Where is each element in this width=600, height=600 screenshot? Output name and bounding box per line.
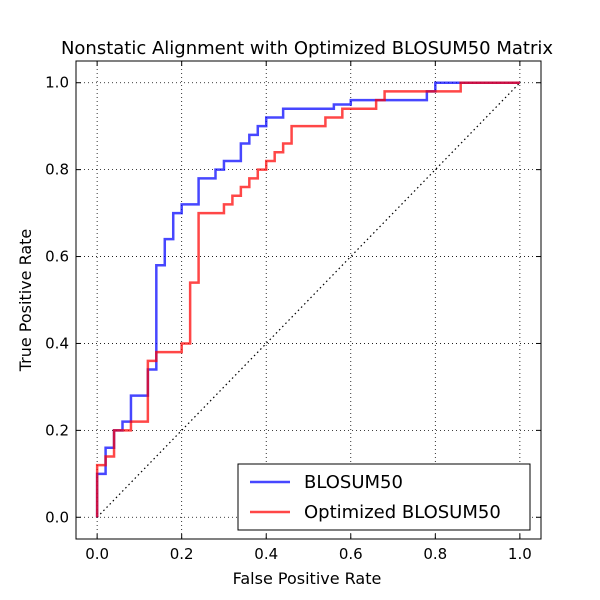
legend-label-0: BLOSUM50 [304, 472, 403, 493]
legend-box [237, 463, 531, 531]
x-tick-label: 0.4 [254, 545, 278, 563]
y-axis-label: True Positive Rate [16, 229, 35, 373]
series-line-0 [95, 81, 520, 518]
y-tick-label: 0.0 [45, 508, 69, 526]
chance-diagonal [96, 82, 521, 518]
diagonal-line [96, 82, 521, 518]
chart-title: Nonstatic Alignment with Optimized BLOSU… [61, 38, 553, 59]
y-tick-label: 0.2 [45, 421, 69, 439]
y-tick-label: 1.0 [45, 74, 69, 92]
legend: BLOSUM50 Optimized BLOSUM50 [237, 463, 531, 531]
x-tick-label: 0.2 [170, 545, 194, 563]
x-tick-label: 0.6 [339, 545, 363, 563]
x-tick-label: 1.0 [508, 545, 532, 563]
series-line-1 [95, 81, 520, 518]
x-tick-label: 0.8 [423, 545, 447, 563]
plot-area [76, 61, 541, 539]
series-lines [95, 81, 520, 518]
y-tick-label: 0.4 [45, 334, 69, 352]
legend-label-1: Optimized BLOSUM50 [304, 502, 501, 523]
y-tick-label: 0.6 [45, 248, 69, 266]
plot-frame [75, 60, 542, 540]
x-axis-label: False Positive Rate [233, 569, 382, 588]
y-tick-label: 0.8 [45, 161, 69, 179]
axis-ticks: 0.0 0.2 0.4 0.6 0.8 1.0 0.0 0.2 0.4 0.6 0.8 1.0 [45, 61, 541, 563]
x-tick-label: 0.0 [85, 545, 109, 563]
